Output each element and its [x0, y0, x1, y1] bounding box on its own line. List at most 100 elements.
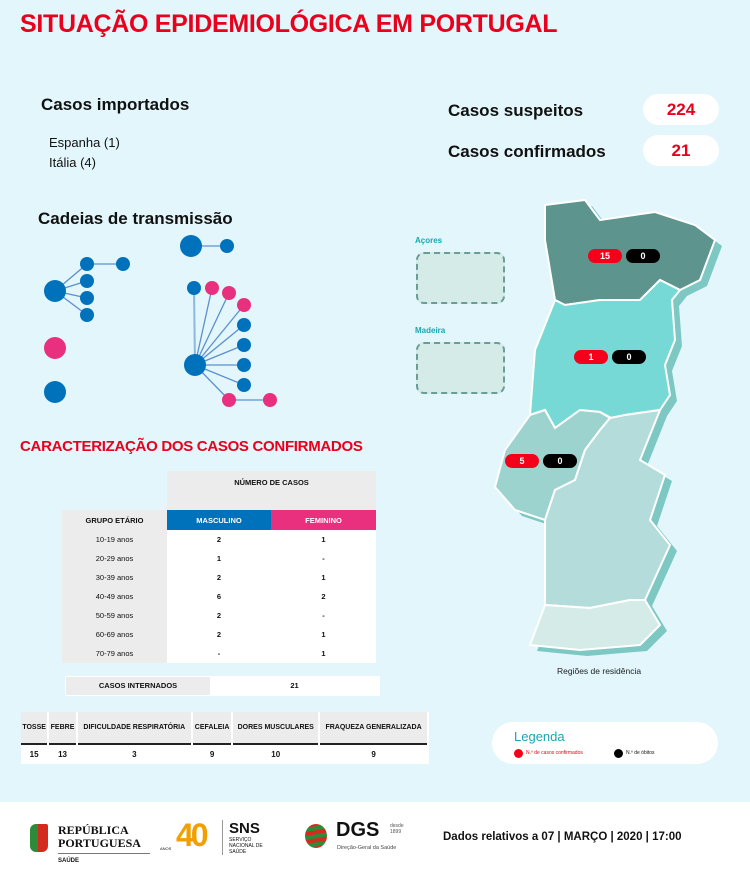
case-node: [205, 281, 219, 295]
symptom-header: DIFICULDADE RESPIRATÓRIA: [76, 712, 193, 744]
norte-deaths-badge: 0: [626, 249, 660, 263]
dgs-name: Direção-Geral da Saúde: [337, 845, 397, 851]
suspected-label: Casos suspeitos: [448, 101, 584, 120]
symptoms-table: TOSSE FEBRE DIFICULDADE RESPIRATÓRIA CEFALE…: [21, 712, 429, 764]
male-header: MASCULINO: [167, 510, 271, 530]
female-count: -: [271, 549, 376, 568]
case-node: [80, 308, 94, 322]
case-node: [44, 337, 66, 359]
case-node: [184, 354, 206, 376]
age-group: 10-19 anos: [62, 530, 167, 549]
imported-heading: Casos importados: [41, 95, 190, 114]
dgs-logo: DGS: [336, 819, 380, 841]
norte-confirmed-badge: 15: [588, 249, 622, 263]
lvt-deaths-badge: 0: [543, 454, 577, 468]
azores-inset: [416, 252, 505, 304]
age-row: 30-39 anos 2 1: [62, 568, 376, 587]
characterization-heading: CARACTERIZAÇÃO DOS CASOS CONFIRMADOS: [20, 438, 363, 455]
dgs-emblem-icon: [305, 824, 327, 848]
imported-list: Espanha (1) Itália (4): [49, 133, 120, 173]
case-node: [237, 358, 251, 372]
madeira-inset: [416, 342, 505, 394]
case-node: [237, 378, 251, 392]
male-count: 2: [167, 606, 271, 625]
red-dot-icon: [514, 749, 523, 758]
saude-label: SAÚDE: [58, 858, 80, 864]
imported-item: Itália (4): [49, 155, 96, 170]
male-count: 1: [167, 549, 271, 568]
age-group: 70-79 anos: [62, 644, 167, 663]
case-node: [80, 291, 94, 305]
case-node: [220, 239, 234, 253]
case-node: [187, 281, 201, 295]
female-count: 2: [271, 587, 376, 606]
male-count: 2: [167, 625, 271, 644]
symptom-header: FEBRE: [48, 712, 78, 744]
age-group: 60-69 anos: [62, 625, 167, 644]
male-count: -: [167, 644, 271, 663]
legend-deaths: N.º de óbitos: [626, 750, 655, 756]
case-node: [80, 257, 94, 271]
sns-logo: SNS SERVIÇO NACIONAL DE SAÚDE: [222, 820, 277, 855]
case-node: [222, 393, 236, 407]
age-row: 50-59 anos 2-: [62, 606, 376, 625]
male-count: 2: [167, 530, 271, 549]
region-algarve: [528, 599, 662, 652]
female-count: 1: [271, 625, 376, 644]
anos-label: ANOS: [160, 846, 172, 851]
female-count: -: [271, 606, 376, 625]
transmission-chains-graph: [44, 235, 277, 407]
suspected-count: 224: [643, 94, 719, 125]
case-node: [180, 235, 202, 257]
symptom-count: 9: [319, 743, 429, 764]
case-node: [222, 286, 236, 300]
hospitalized-row: CASOS INTERNADOS 21: [65, 676, 380, 696]
symptom-header: FRAQUEZA GENERALIZADA: [319, 712, 429, 744]
male-count: 6: [167, 587, 271, 606]
case-node: [237, 298, 251, 312]
age-row: 10-19 anos 2 1: [62, 530, 376, 549]
age-group: 30-39 anos: [62, 568, 167, 587]
centro-deaths-badge: 0: [612, 350, 646, 364]
footer: REPÚBLICA PORTUGUESA SAÚDE 40 ANOS SNS S…: [0, 802, 750, 871]
map-caption: Regiões de residência: [557, 666, 642, 676]
case-node: [237, 338, 251, 352]
age-group: 40-49 anos: [62, 587, 167, 606]
imported-item: Espanha (1): [49, 135, 120, 150]
republic-emblem-icon: [30, 824, 48, 852]
case-node: [44, 381, 66, 403]
chains-heading: Cadeias de transmissão: [38, 209, 233, 228]
symptom-count: 3: [76, 743, 193, 764]
data-date: Dados relativos a 07 | MARÇO | 2020 | 17…: [443, 831, 682, 843]
age-row: 60-69 anos 2 1: [62, 625, 376, 644]
hospitalized-count: 21: [210, 677, 379, 695]
age-row: 70-79 anos -1: [62, 644, 376, 663]
madeira-label: Madeira: [415, 326, 446, 335]
lvt-confirmed-badge: 5: [505, 454, 539, 468]
black-dot-icon: [614, 749, 623, 758]
age-row: 20-29 anos 1-: [62, 549, 376, 568]
female-header: FEMININO: [271, 510, 376, 530]
case-node: [44, 280, 66, 302]
female-count: 1: [271, 568, 376, 587]
num-cases-header: NÚMERO DE CASOS: [167, 471, 376, 510]
female-count: 1: [271, 530, 376, 549]
legend: Legenda N.º de casos confirmados N.º de …: [492, 722, 718, 764]
confirmed-count: 21: [643, 135, 719, 166]
page-title: SITUAÇÃO EPIDEMIOLÓGICA EM PORTUGAL: [20, 10, 558, 38]
symptom-count: 10: [232, 743, 321, 764]
symptom-header: CEFALEIA: [191, 712, 234, 744]
legend-title: Legenda: [514, 729, 565, 744]
centro-confirmed-badge: 1: [574, 350, 608, 364]
symptom-count: 9: [191, 743, 234, 764]
case-node: [263, 393, 277, 407]
dgs-since: desde 1899: [390, 823, 404, 835]
male-count: 2: [167, 568, 271, 587]
confirmed-label: Casos confirmados: [448, 142, 606, 161]
age-header: GRUPO ETÁRIO: [62, 510, 167, 530]
legend-confirmed: N.º de casos confirmados: [526, 750, 583, 756]
symptom-count: 15: [21, 743, 50, 764]
age-group: 20-29 anos: [62, 549, 167, 568]
age-row: 40-49 anos 6 2: [62, 587, 376, 606]
symptom-header: DORES MUSCULARES: [232, 712, 321, 744]
